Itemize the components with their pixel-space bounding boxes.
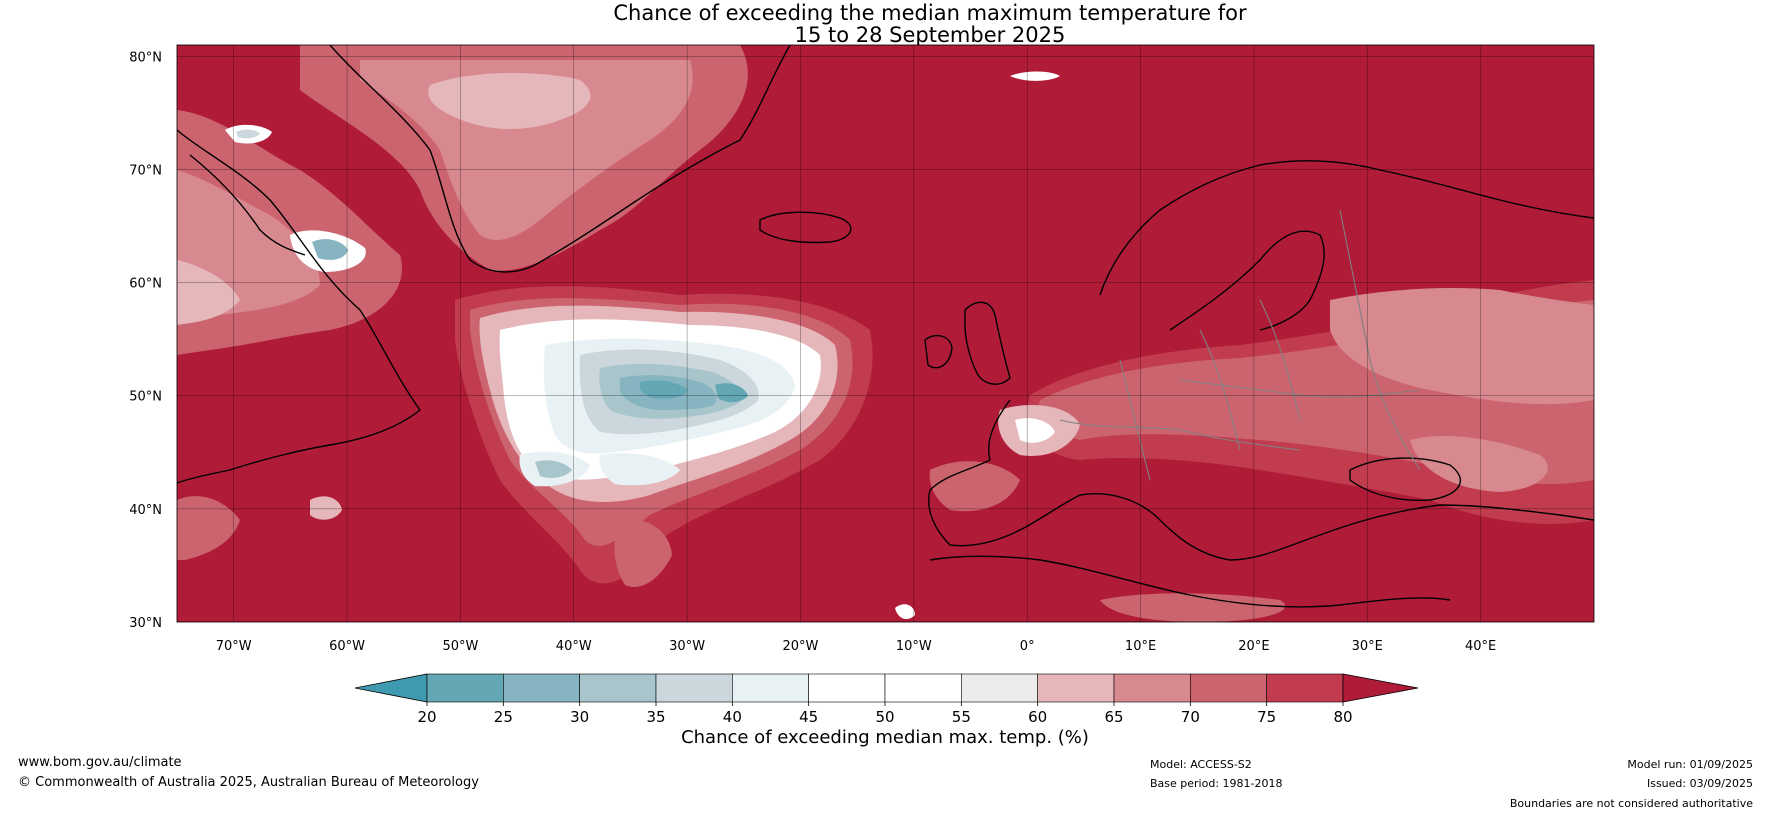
colorbar-tick-label: 60: [1028, 708, 1047, 726]
russia-65-b: [1410, 435, 1548, 492]
latitude-label: 80°N: [129, 50, 162, 65]
atlantic-south-70: [614, 519, 672, 587]
spot-60: [310, 496, 342, 520]
border-2: [1119, 359, 1151, 481]
colorbar-tick-label: 70: [1181, 708, 1200, 726]
longitude-label: 50°W: [442, 639, 478, 654]
canada-30: [312, 239, 348, 260]
longitude-label: 40°E: [1465, 639, 1496, 654]
border-5: [1339, 209, 1421, 471]
colorbar-tick-label: 65: [1104, 708, 1123, 726]
france-50: [1015, 418, 1055, 443]
colorbar-segment: [655, 673, 733, 703]
colorbar-tick-label: 25: [494, 708, 513, 726]
black-sea-coast: [1349, 457, 1462, 502]
colorbar-segment: [884, 673, 962, 703]
coastlines: [177, 45, 1594, 608]
longitude-label: 10°W: [896, 639, 932, 654]
colorbar-segment: [1113, 673, 1191, 703]
canary-50: [895, 604, 915, 620]
probability-field: [177, 45, 1594, 622]
longitude-label: 60°W: [329, 639, 365, 654]
longitude-label: 0°: [1020, 639, 1035, 654]
website-text: www.bom.gov.au/climate: [18, 755, 182, 770]
base-period-text: Base period: 1981-2018: [1150, 777, 1283, 790]
greenland-coast: [329, 45, 791, 273]
canada-60: [177, 260, 240, 325]
longitude-labels: 70°W 60°W 50°W 40°W 30°W 20°W 10°W 0° 10°E 20°E 30…: [216, 639, 1497, 654]
colorbar-segment: [808, 673, 886, 703]
issued-text: Issued: 03/09/2025: [1646, 777, 1753, 790]
disclaimer-text: Boundaries are not considered authoritat…: [1509, 797, 1753, 810]
russia-65: [1330, 288, 1594, 405]
iceland-coast: [759, 211, 852, 244]
colorbar-lower-extend: [354, 673, 428, 703]
svalbard-50: [1010, 71, 1060, 81]
latitude-labels: 30°N 40°N 50°N 60°N 70°N 80°N: [129, 50, 162, 631]
greenland-60: [428, 73, 591, 130]
colorbar-title: Chance of exceeding median max. temp. (%…: [681, 727, 1089, 748]
country-borders: [1059, 209, 1421, 481]
longitude-label: 10°E: [1125, 639, 1156, 654]
west-atlantic-70: [177, 496, 240, 560]
border-1: [1059, 419, 1301, 451]
longitude-label: 20°W: [783, 639, 819, 654]
map-frame: [176, 44, 1595, 623]
longitude-label: 40°W: [556, 639, 592, 654]
copyright-text: © Commonwealth of Australia 2025, Austra…: [18, 775, 479, 790]
colorbar-segment: [579, 673, 657, 703]
colorbar-tick-label: 50: [875, 708, 894, 726]
baffin-40: [236, 129, 260, 139]
colorbar-segment: [732, 673, 809, 703]
border-6: [1179, 379, 1421, 398]
border-4: [1259, 299, 1301, 421]
model-text: Model: ACCESS-S2: [1150, 758, 1252, 771]
longitude-label: 20°E: [1238, 639, 1269, 654]
longitude-label: 30°E: [1352, 639, 1383, 654]
scandinavia-coast: [1099, 160, 1594, 296]
iberia-70: [929, 461, 1020, 512]
latitude-label: 60°N: [129, 277, 162, 292]
colorbar-tick-label: 30: [570, 708, 589, 726]
colorbar-segment: [1190, 673, 1267, 703]
colorbar-tick-label: 35: [646, 708, 665, 726]
graticule: [177, 45, 1594, 622]
longitude-label: 30°W: [669, 639, 705, 654]
colorbar-segment: [426, 673, 504, 703]
colorbar-tick-label: 40: [723, 708, 742, 726]
latitude-label: 70°N: [129, 163, 162, 178]
atlantic-25b: [715, 383, 748, 403]
map-title-line-1: Chance of exceeding the median maximum t…: [613, 1, 1247, 25]
atlantic-south-35: [535, 460, 572, 478]
colorbar-tick-label: 75: [1257, 708, 1276, 726]
colorbar-upper-extend: [1342, 673, 1419, 703]
colorbar-tick-label: 80: [1333, 708, 1352, 726]
map-title-line-2: 15 to 28 September 2025: [794, 23, 1066, 47]
atlantic-white-45: [599, 453, 680, 486]
baltic-coast: [1169, 230, 1325, 331]
latitude-label: 50°N: [129, 390, 162, 405]
colorbar-segment: [1037, 673, 1115, 703]
colorbar-tick-label: 55: [952, 708, 971, 726]
colorbar-tick-label: 45: [799, 708, 818, 726]
colorbar-segment: [1266, 673, 1344, 703]
latitude-label: 30°N: [129, 616, 162, 631]
africa-coast: [929, 555, 1451, 608]
border-3: [1199, 329, 1241, 451]
colorbar: 20 25 30 35 40 45 50 55 60 65 70 75 80: [354, 673, 1419, 726]
baffin-coast: [189, 154, 306, 256]
colorbar-segment: [503, 673, 580, 703]
europe-coast: [928, 399, 1594, 561]
longitude-label: 70°W: [216, 639, 252, 654]
colorbar-segment: [961, 673, 1038, 703]
ireland-coast: [924, 334, 953, 369]
uk-coast: [964, 301, 1011, 385]
atlantic-25a: [639, 380, 688, 399]
latitude-label: 40°N: [129, 503, 162, 518]
colorbar-tick-label: 20: [417, 708, 436, 726]
model-run-text: Model run: 01/09/2025: [1627, 758, 1753, 771]
n-africa-70: [1100, 593, 1286, 622]
